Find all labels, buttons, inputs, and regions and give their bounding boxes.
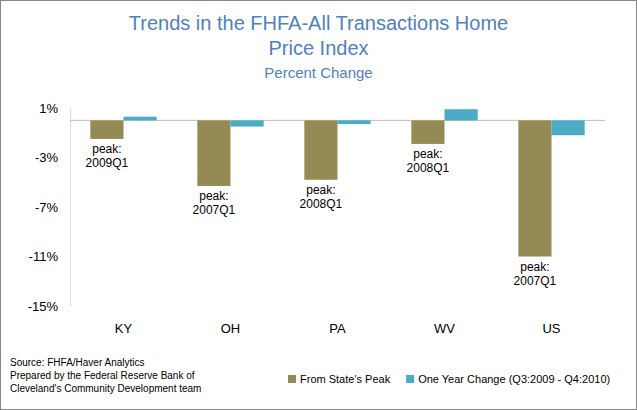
bars [90,109,584,256]
x-tick: KY [115,318,133,336]
y-tick-label: -15% [28,299,59,314]
annotation: peak: [413,147,442,161]
annotation: peak: [199,189,228,203]
y-tick: 1% [39,101,70,116]
annotation: peak: [306,183,335,197]
chart: Trends in the FHFA-All Transactions Home… [0,0,637,410]
annotation: peak: [520,260,549,274]
bar [231,120,264,126]
x-tick: WV [434,318,455,336]
bar [518,120,551,256]
x-tick-label: KY [115,321,133,336]
bar [124,117,157,121]
annotation: 2008Q1 [407,161,450,175]
y-tick-label: -3% [35,150,59,165]
legend-swatch [406,375,414,383]
bar [338,120,371,124]
annotation: 2007Q1 [514,274,557,288]
annotation: 2009Q1 [86,156,129,170]
annotation: peak: [92,142,121,156]
x-tick-label: WV [434,321,455,336]
legend-label: One Year Change (Q3:2009 - Q4:2010) [418,373,610,385]
y-tick-label: -11% [29,249,59,264]
bar [445,109,478,120]
x-axis: KY OH PA WV US [115,318,561,336]
y-tick: -3% [35,150,70,165]
title: Trends in the FHFA-All Transactions Home… [129,12,508,59]
y-tick-label: -7% [35,200,59,215]
chart-border [1,1,637,410]
bar [304,120,337,179]
annotation: 2008Q1 [300,197,343,211]
x-tick: OH [221,318,241,336]
y-tick: -15% [28,299,70,314]
legend-label: From State's Peak [300,373,391,385]
bar [90,120,123,139]
y-axis: 1% -3% -7% -11% -15% [28,101,71,314]
y-tick-label: 1% [39,101,58,116]
legend-swatch [288,375,296,383]
y-tick: -7% [35,200,70,215]
note: Prepared by the Federal Reserve Bank of [10,370,195,381]
bar [552,120,585,135]
note: Source: FHFA/Haver Analytics [10,357,145,368]
bar [197,120,230,186]
note: Cleveland's Community Development team [10,383,201,394]
x-tick: PA [329,318,346,336]
notes: Source: FHFA/Haver Analytics Prepared by … [10,357,201,394]
x-tick-label: PA [329,321,346,336]
subtitle: Percent Change [264,64,372,81]
annotations: peak:2009Q1peak:2007Q1peak:2008Q1peak:20… [86,142,557,288]
y-tick: -11% [29,249,70,264]
legend: From State's Peak One Year Change (Q3:200… [288,373,610,385]
bar [411,120,444,144]
x-tick-label: OH [221,321,241,336]
y-axis-line [70,109,71,307]
x-tick: US [542,318,560,336]
x-tick-label: US [542,321,560,336]
annotation: 2007Q1 [193,203,236,217]
